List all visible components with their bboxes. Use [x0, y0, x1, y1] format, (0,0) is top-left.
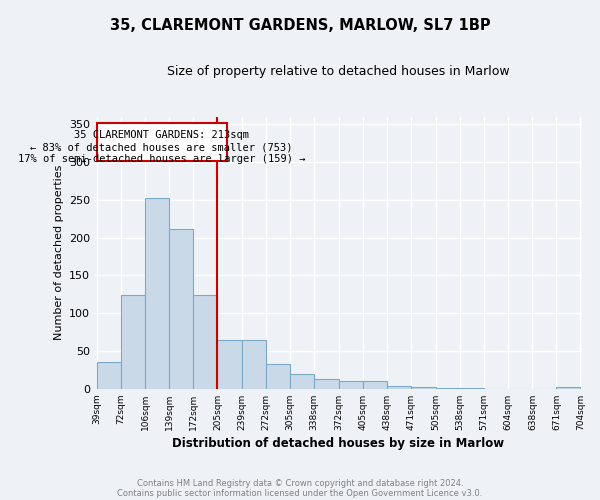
Bar [266, 364, 290, 389]
Bar [436, 388, 460, 389]
Text: Contains HM Land Registry data © Crown copyright and database right 2024.: Contains HM Land Registry data © Crown c… [137, 478, 463, 488]
Bar [411, 388, 436, 389]
Bar [314, 379, 339, 389]
Text: Contains public sector information licensed under the Open Government Licence v3: Contains public sector information licen… [118, 488, 482, 498]
Bar [217, 340, 242, 389]
Bar [460, 388, 484, 389]
Bar [121, 295, 145, 389]
Bar [387, 386, 411, 389]
Bar [193, 295, 217, 389]
Bar [145, 198, 169, 389]
FancyBboxPatch shape [97, 122, 227, 160]
Bar [97, 362, 121, 389]
Text: ← 83% of detached houses are smaller (753): ← 83% of detached houses are smaller (75… [31, 142, 293, 152]
Text: 17% of semi-detached houses are larger (159) →: 17% of semi-detached houses are larger (… [18, 154, 305, 164]
X-axis label: Distribution of detached houses by size in Marlow: Distribution of detached houses by size … [172, 437, 505, 450]
Title: Size of property relative to detached houses in Marlow: Size of property relative to detached ho… [167, 65, 510, 78]
Bar [242, 340, 266, 389]
Bar [290, 374, 314, 389]
Bar [363, 382, 387, 389]
Text: 35 CLAREMONT GARDENS: 213sqm: 35 CLAREMONT GARDENS: 213sqm [74, 130, 249, 140]
Bar [556, 386, 580, 389]
Y-axis label: Number of detached properties: Number of detached properties [53, 165, 64, 340]
Text: 35, CLAREMONT GARDENS, MARLOW, SL7 1BP: 35, CLAREMONT GARDENS, MARLOW, SL7 1BP [110, 18, 490, 32]
Bar [339, 382, 363, 389]
Bar [169, 228, 193, 389]
